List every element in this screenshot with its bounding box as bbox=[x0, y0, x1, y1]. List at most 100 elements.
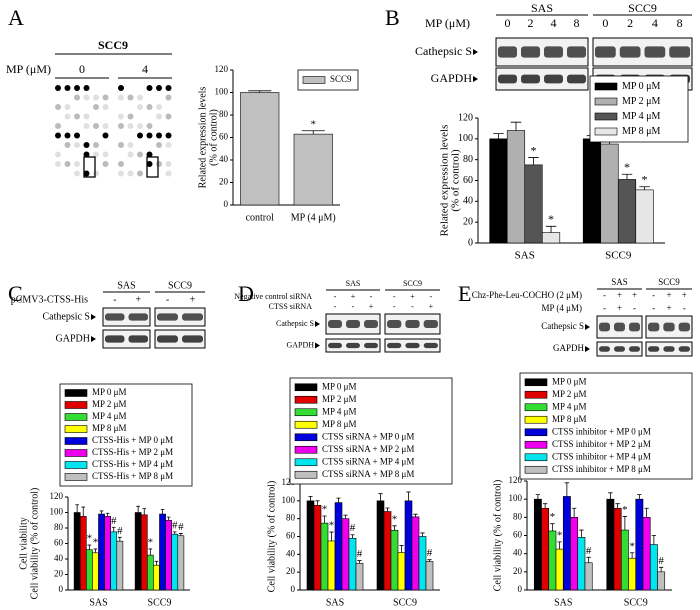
condition-value: 0 bbox=[602, 16, 608, 30]
legend-label: CTSS siRNA + MP 8 μM bbox=[322, 469, 414, 479]
blot-band bbox=[669, 46, 690, 58]
y-tick-label: 60 bbox=[463, 175, 473, 186]
bar bbox=[116, 540, 124, 591]
y-tick-label: 120 bbox=[215, 64, 229, 74]
error-bar bbox=[350, 534, 355, 539]
blot-dot bbox=[156, 142, 162, 148]
bar bbox=[635, 498, 644, 591]
legend-swatch bbox=[294, 445, 318, 454]
blot-band bbox=[614, 346, 625, 352]
y-tick-label: 80 bbox=[286, 513, 296, 523]
blot-dot bbox=[118, 161, 124, 167]
error-bar bbox=[406, 491, 411, 501]
legend-swatch bbox=[294, 420, 318, 429]
error-bar bbox=[564, 482, 570, 497]
significance-mark: * bbox=[548, 212, 554, 226]
blot-band bbox=[678, 322, 690, 332]
blot-band bbox=[663, 346, 675, 352]
legend-label: MP 2 μM bbox=[552, 389, 587, 399]
y-tick-label: 120 bbox=[50, 491, 64, 501]
legend-swatch bbox=[64, 473, 88, 481]
blot-dot bbox=[146, 151, 153, 158]
legend-swatch bbox=[64, 425, 88, 433]
blot-dot bbox=[64, 142, 71, 148]
blot-band bbox=[599, 346, 610, 352]
blot-dot bbox=[137, 151, 143, 158]
error-bar bbox=[329, 531, 334, 541]
blot-band bbox=[387, 320, 402, 328]
legend-label: MP 4 μM bbox=[92, 411, 127, 421]
bar bbox=[341, 518, 350, 591]
row-pointer bbox=[585, 346, 590, 352]
error-bar bbox=[166, 516, 171, 521]
significance-mark: * bbox=[93, 536, 99, 548]
condition-value: + bbox=[410, 292, 415, 301]
blot-band bbox=[105, 335, 125, 343]
condition-value: - bbox=[370, 292, 373, 301]
error-bar bbox=[579, 529, 584, 538]
legend-swatch bbox=[594, 97, 618, 106]
y-tick-label: 120 bbox=[282, 477, 296, 487]
bar bbox=[79, 516, 87, 591]
blot-dot bbox=[146, 132, 153, 139]
blot-dot bbox=[146, 85, 153, 91]
panel-label: C bbox=[8, 281, 23, 306]
legend-swatch bbox=[524, 428, 548, 437]
bar bbox=[390, 529, 399, 591]
blot-band bbox=[105, 313, 125, 321]
condition-value: 2 bbox=[627, 16, 633, 30]
y-axis-label: Cell viability bbox=[18, 517, 29, 570]
bar bbox=[147, 554, 154, 591]
condition-label: MP (μM) bbox=[6, 62, 51, 76]
blot-band bbox=[423, 320, 438, 328]
bar bbox=[600, 143, 619, 244]
blot-dot bbox=[93, 151, 99, 158]
significance-mark: # bbox=[117, 525, 123, 537]
condition-value: - bbox=[352, 302, 355, 311]
row-pointer bbox=[473, 76, 478, 82]
error-bar bbox=[357, 560, 362, 564]
blot-band bbox=[346, 320, 360, 328]
legend-swatch bbox=[294, 408, 318, 417]
bar bbox=[165, 519, 173, 591]
condition-value: + bbox=[429, 302, 434, 311]
error-bar bbox=[179, 533, 183, 536]
bar bbox=[355, 562, 364, 591]
legend-swatch bbox=[524, 415, 548, 424]
condition-value: - bbox=[683, 303, 686, 313]
legend-swatch bbox=[64, 401, 88, 409]
y-tick-label: 0 bbox=[518, 584, 523, 594]
bar bbox=[555, 548, 564, 591]
condition-value: + bbox=[666, 303, 671, 313]
significance-mark: * bbox=[322, 504, 328, 516]
legend-label: MP 0 μM bbox=[322, 381, 357, 391]
legend-label: MP 2 μM bbox=[322, 394, 357, 404]
blot-dot bbox=[127, 151, 134, 158]
condition-value: - bbox=[603, 303, 606, 313]
legend-label: CTSS inhibitor + MP 8 μM bbox=[552, 464, 651, 474]
blot-dot bbox=[64, 132, 71, 139]
error-bar bbox=[87, 544, 92, 550]
bar bbox=[524, 164, 543, 244]
blot-dot bbox=[74, 142, 80, 148]
error-bar bbox=[550, 523, 555, 531]
condition-value: - bbox=[166, 294, 169, 305]
significance-mark: # bbox=[350, 522, 356, 534]
error-bar bbox=[315, 500, 320, 506]
condition-label: MP (μM) bbox=[425, 16, 470, 30]
error-bar bbox=[105, 512, 110, 517]
condition-value: 4 bbox=[652, 16, 658, 30]
bar bbox=[383, 511, 392, 591]
error-bar bbox=[510, 121, 522, 131]
blot-dot bbox=[74, 132, 80, 139]
blot-dot bbox=[64, 85, 71, 91]
bar bbox=[489, 138, 508, 244]
error-bar bbox=[557, 541, 562, 550]
error-bar bbox=[301, 130, 325, 135]
legend-label: CTSS siRNA + MP 0 μM bbox=[322, 431, 414, 441]
panel-label: E bbox=[458, 281, 471, 306]
error-bar bbox=[615, 503, 620, 509]
blot-band bbox=[614, 322, 625, 332]
error-bar bbox=[528, 157, 539, 165]
y-tick-label: 20 bbox=[286, 566, 296, 576]
